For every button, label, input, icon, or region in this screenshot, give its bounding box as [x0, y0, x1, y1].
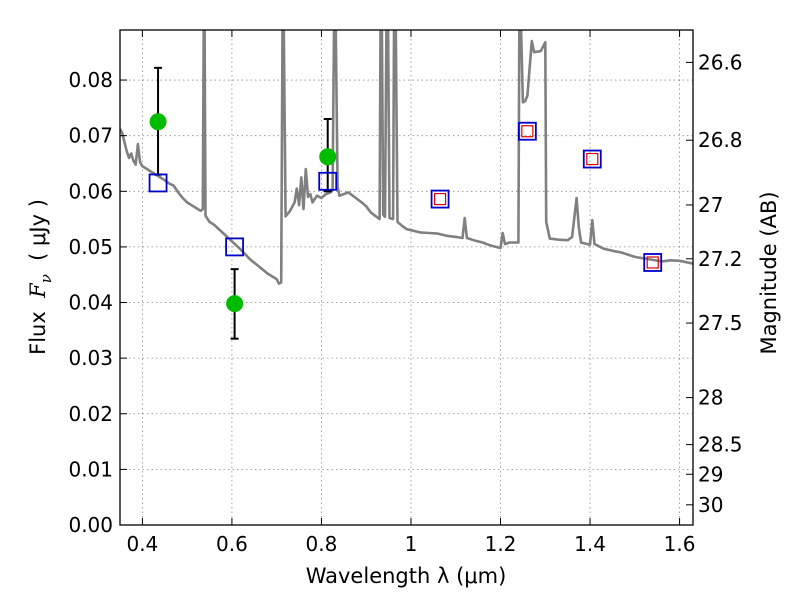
y2-tick-label: 27 — [698, 193, 723, 217]
x-tick-label: 0.4 — [126, 532, 158, 556]
model-square — [430, 189, 450, 209]
y-axis-label-symbol: F — [26, 282, 50, 299]
model-square — [225, 237, 245, 257]
model-square — [318, 171, 338, 191]
observed-point — [149, 113, 167, 131]
y-tick-label: 0.04 — [68, 291, 113, 315]
predicted-square — [586, 152, 599, 166]
y-tick-label: 0.08 — [68, 68, 113, 92]
predicted-square — [521, 125, 534, 138]
y-axis-label-units: ( μJy ) — [26, 199, 50, 274]
y2-tick-label: 28 — [698, 386, 723, 410]
y2-tick-label: 29 — [698, 462, 723, 486]
x-tick-label: 1.6 — [664, 532, 696, 556]
x-tick-label: 1.2 — [485, 532, 517, 556]
plot-series — [120, 30, 693, 340]
observed-point — [319, 148, 337, 166]
y-tick-label: 0.06 — [68, 179, 113, 203]
y-tick-label: 0.05 — [68, 235, 113, 259]
y2-tick-label: 26.6 — [698, 50, 743, 74]
model-square — [517, 121, 537, 141]
predicted-square — [646, 256, 659, 269]
x-axis-label: Wavelength λ (μm) — [306, 564, 507, 588]
y2-axis-label: Magnitude (AB) — [757, 191, 781, 354]
model-square — [582, 149, 602, 169]
y2-tick-label: 27.2 — [698, 247, 743, 271]
series-model-photometry — [148, 121, 663, 272]
series-predicted-photometry — [433, 125, 659, 269]
y-tick-label: 0.02 — [68, 402, 113, 426]
axis-ticks: 0.4 0.6 0.8 1 1.2 1.4 1.6 0.00 0.01 0.02 0.03 0.04 0… — [68, 30, 743, 556]
series-sed-model — [120, 30, 693, 285]
y2-tick-label: 26.8 — [698, 128, 743, 152]
y2-tick-label: 28.5 — [698, 433, 743, 457]
y-axis-label-prefix: Flux — [26, 298, 50, 355]
model-square — [148, 173, 168, 193]
plot-frame — [119, 29, 694, 526]
y-tick-label: 0.01 — [68, 457, 113, 481]
y-tick-label: 0.07 — [68, 124, 113, 148]
predicted-square — [433, 192, 447, 206]
y-tick-label: 0.00 — [68, 513, 113, 537]
observed-point — [226, 295, 244, 313]
series-observed-photometry — [149, 66, 337, 340]
y-axis-label: Flux Fν ( μJy ) — [26, 199, 55, 355]
model-square — [643, 253, 663, 272]
x-tick-label: 1.4 — [574, 532, 606, 556]
x-tick-label: 1 — [405, 532, 418, 556]
y-tick-label: 0.03 — [68, 346, 113, 370]
y-axis-label-subscript: ν — [37, 274, 55, 283]
x-tick-label: 0.6 — [216, 532, 248, 556]
y2-tick-label: 30 — [698, 493, 723, 517]
sed-model-line — [120, 30, 693, 285]
x-tick-label: 0.8 — [306, 532, 338, 556]
y2-tick-label: 27.5 — [698, 311, 743, 335]
